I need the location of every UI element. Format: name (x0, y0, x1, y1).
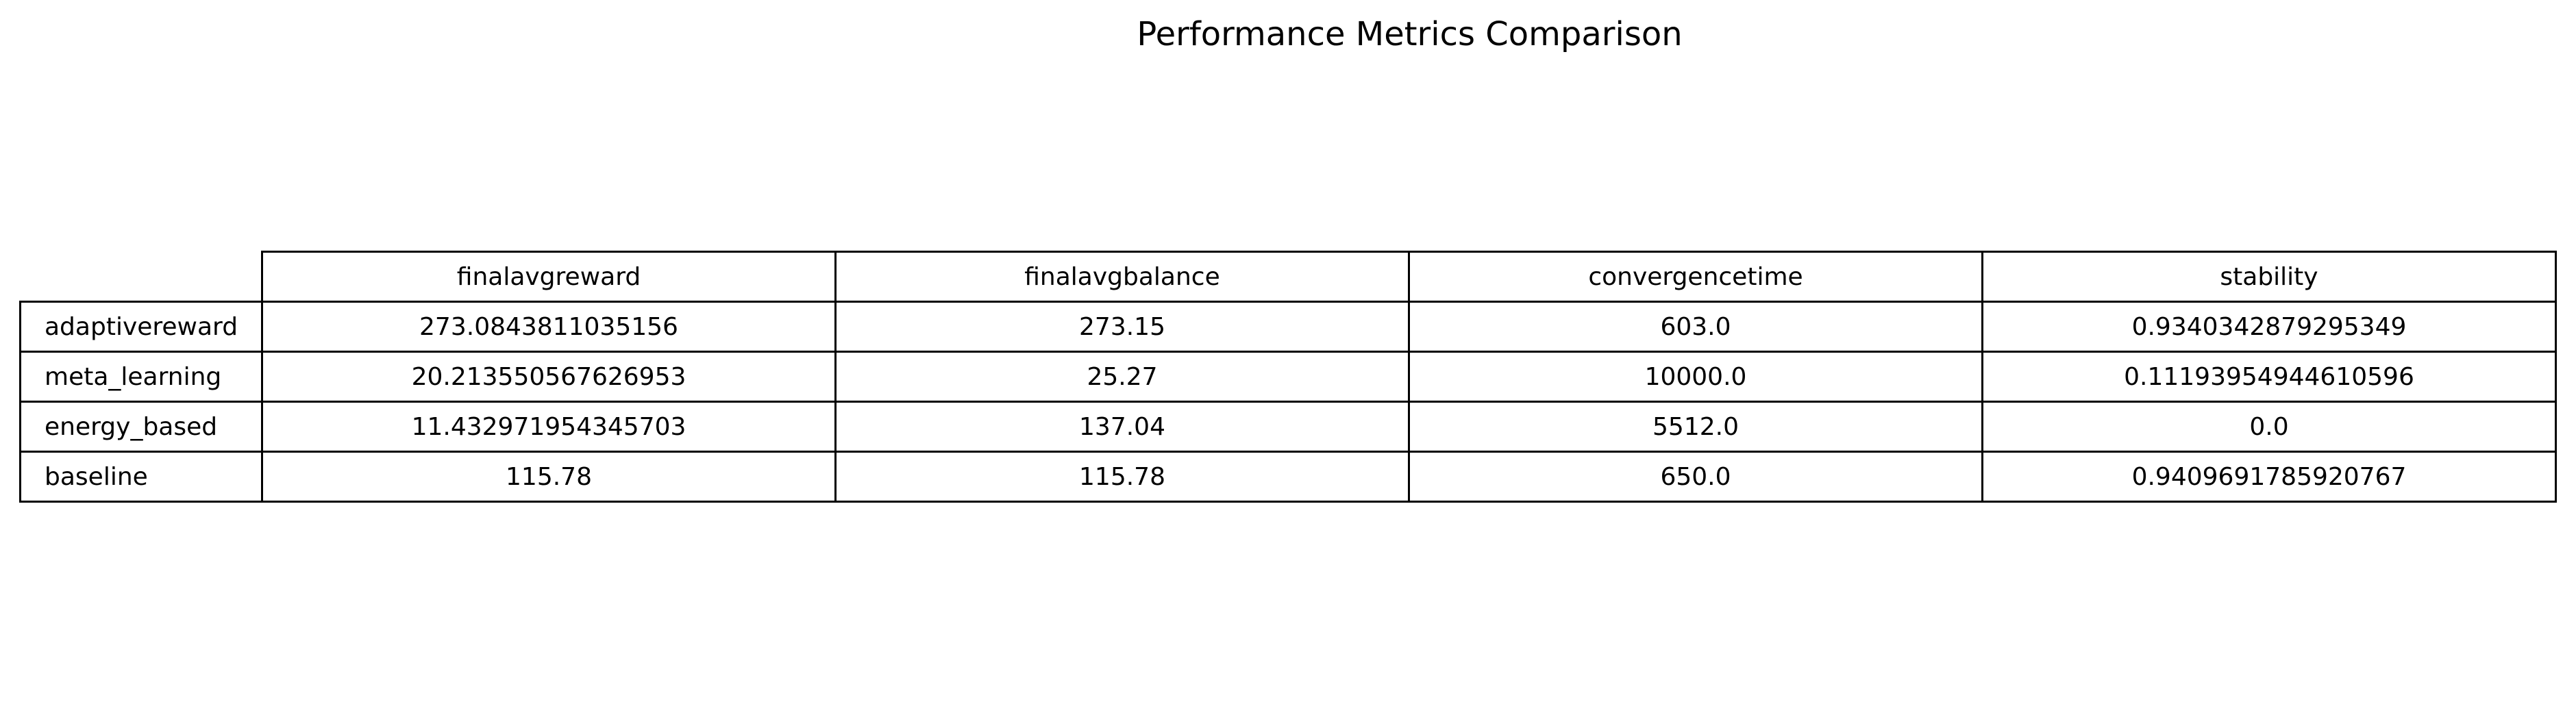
table-cell: 10000.0 (1408, 351, 1983, 403)
table-cell: 0.9340342879295349 (1981, 301, 2557, 353)
table-cell: 5512.0 (1408, 401, 1983, 453)
corner-cell (21, 252, 262, 302)
table-cell: 115.78 (261, 451, 837, 503)
chart-title: Performance Metrics Comparison (1137, 15, 1683, 53)
table-cell: 650.0 (1408, 451, 1983, 503)
table-cell: 25.27 (834, 351, 1410, 403)
header-row: finalavgreward finalavgbalance convergen… (21, 251, 2557, 303)
row-header-adaptivereward: adaptivereward (19, 301, 263, 353)
column-header-finalavgreward: finalavgreward (261, 251, 837, 303)
table-cell: 20.213550567626953 (261, 351, 837, 403)
table-cell: 0.0 (1981, 401, 2557, 453)
table-cell: 273.0843811035156 (261, 301, 837, 353)
table-cell: 0.9409691785920767 (1981, 451, 2557, 503)
column-header-stability: stability (1981, 251, 2557, 303)
table-row: energy_based 11.432971954345703 137.04 5… (19, 401, 2557, 453)
table-row: adaptivereward 273.0843811035156 273.15 … (19, 301, 2557, 353)
column-header-convergencetime: convergencetime (1408, 251, 1983, 303)
row-header-baseline: baseline (19, 451, 263, 503)
table-cell: 273.15 (834, 301, 1410, 353)
column-header-finalavgbalance: finalavgbalance (834, 251, 1410, 303)
table-cell: 603.0 (1408, 301, 1983, 353)
table-cell: 115.78 (834, 451, 1410, 503)
table-cell: 11.432971954345703 (261, 401, 837, 453)
table-row: baseline 115.78 115.78 650.0 0.940969178… (19, 451, 2557, 503)
row-header-meta-learning: meta_learning (19, 351, 263, 403)
metrics-table: finalavgreward finalavgbalance convergen… (19, 251, 2557, 503)
table-cell: 137.04 (834, 401, 1410, 453)
table-row: meta_learning 20.213550567626953 25.27 1… (19, 351, 2557, 403)
table-cell: 0.11193954944610596 (1981, 351, 2557, 403)
row-header-energy-based: energy_based (19, 401, 263, 453)
